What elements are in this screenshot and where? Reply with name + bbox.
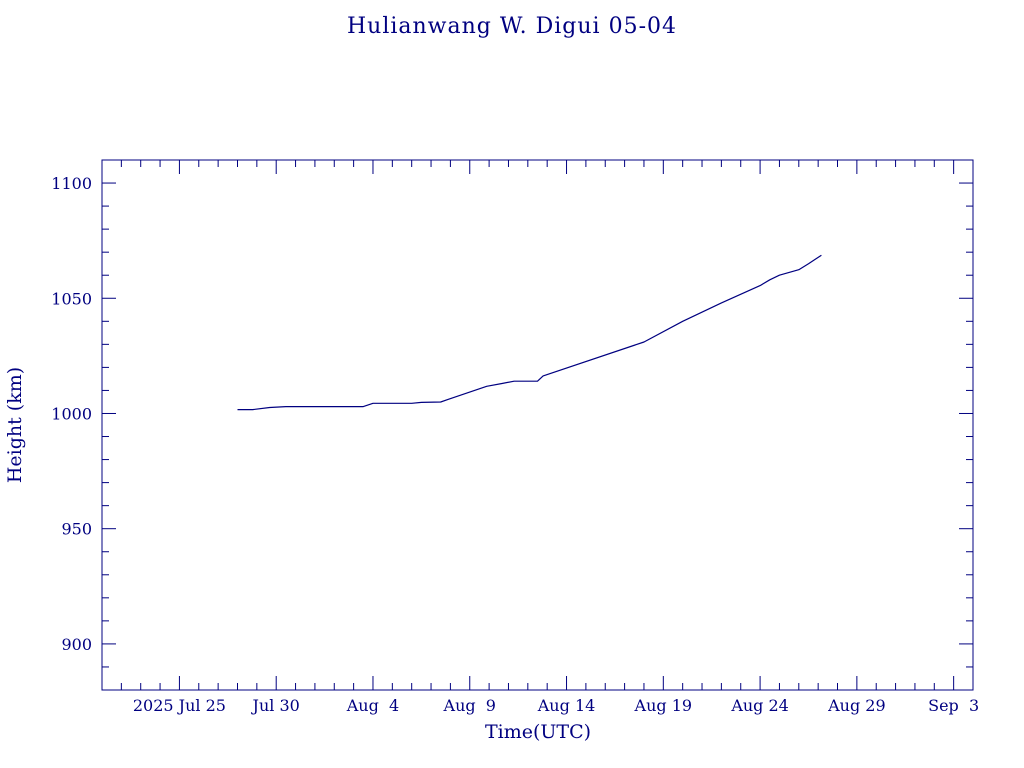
x-tick-label: Aug 24	[730, 696, 789, 715]
y-tick-label: 950	[61, 520, 92, 539]
y-axis-title: Height (km)	[4, 367, 26, 483]
x-axis-title: Time(UTC)	[485, 721, 591, 743]
x-tick-label: Sep 3	[928, 696, 979, 715]
x-tick-label: 2025 Jul 25	[133, 696, 226, 715]
series-line	[237, 254, 822, 411]
x-tick-label: Aug 4	[346, 696, 399, 715]
y-tick-label: 1000	[51, 404, 92, 423]
y-tick-label: 1100	[51, 174, 92, 193]
y-tick-label: 900	[61, 635, 92, 654]
chart-title: Hulianwang W. Digui 05-04	[346, 14, 678, 39]
y-axis-ticks: 900 950 1000 1050 1100	[51, 159, 973, 691]
x-tick-label: Jul 30	[251, 696, 300, 715]
series-group	[237, 254, 822, 411]
x-tick-label: Aug 9	[443, 696, 496, 715]
x-tick-label: Aug 14	[537, 696, 596, 715]
x-tick-label: Aug 29	[827, 696, 886, 715]
y-tick-label: 1050	[51, 289, 92, 308]
plot-frame	[101, 159, 974, 691]
x-tick-label: Aug 19	[634, 696, 693, 715]
x-axis-ticks: 2025 Jul 25 Jul 30 Aug 4 Aug 9 Aug 14 Aug 19 A…	[101, 160, 979, 715]
